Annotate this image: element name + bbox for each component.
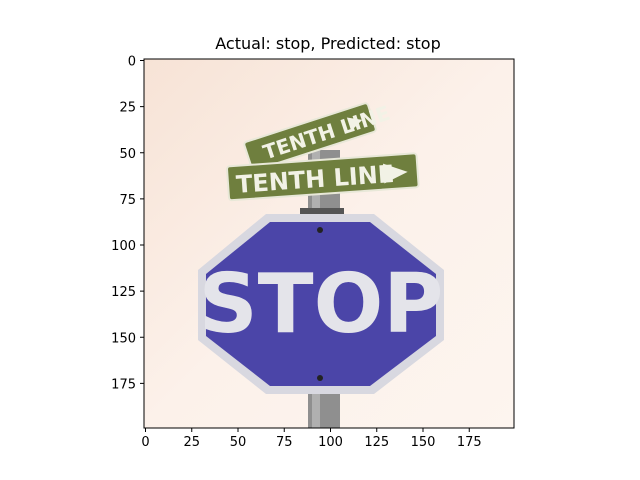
x-tick-label: 50 [230, 435, 247, 450]
y-tick-label: 25 [119, 101, 136, 116]
x-tick-label: 150 [411, 435, 436, 450]
x-tick-label: 125 [364, 435, 389, 450]
y-tick-label: 175 [111, 377, 136, 392]
street-sign-lower: TENTH LINE [226, 152, 420, 202]
y-tick-label: 0 [128, 55, 136, 70]
y-tick-label: 125 [111, 285, 136, 300]
y-tick-label: 100 [111, 239, 136, 254]
x-tick-label: 100 [318, 435, 343, 450]
stop-sign-text: STOP [199, 257, 444, 352]
y-tick-label: 50 [119, 147, 136, 162]
x-tick-label: 75 [276, 435, 293, 450]
y-tick-label: 150 [111, 331, 136, 346]
y-tick-label: 75 [119, 193, 136, 208]
x-tick-label: 25 [183, 435, 200, 450]
y-axis: 0 25 50 75 100 125 150 175 [111, 55, 144, 392]
figure-title: Actual: stop, Predicted: stop [215, 34, 440, 53]
axes-frame [143, 58, 515, 429]
x-tick-label: 0 [141, 435, 149, 450]
x-axis: 0 25 50 75 100 125 150 175 [141, 428, 482, 450]
photo: TENTH LINE TENTH LINE STOP [143, 58, 515, 429]
stop-sign: STOP [198, 214, 444, 394]
x-tick-label: 175 [457, 435, 482, 450]
